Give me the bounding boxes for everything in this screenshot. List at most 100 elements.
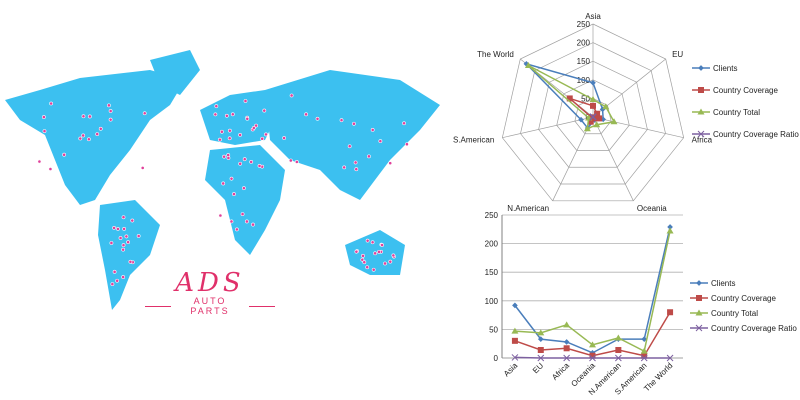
map-dot	[115, 278, 120, 283]
logo-brand: ADS	[175, 268, 245, 298]
line-point	[667, 224, 673, 230]
y-tick-label: 200	[485, 240, 499, 249]
radar-axis-label: Africa	[692, 136, 713, 145]
radar-point	[587, 118, 594, 125]
map-dot	[222, 154, 226, 159]
line-point	[589, 354, 596, 362]
map-dot	[226, 153, 231, 157]
map-dot	[118, 236, 123, 240]
map-dot	[108, 117, 113, 122]
legend-marker	[698, 87, 704, 93]
x-tick-label: Asia	[502, 361, 520, 379]
radar-axis-label: N.American	[507, 204, 549, 213]
map-dot	[254, 123, 259, 128]
map-dot	[48, 167, 53, 171]
map-dot	[245, 116, 250, 121]
map-dot	[121, 243, 126, 248]
radar-point	[602, 103, 610, 110]
line-point	[563, 339, 570, 345]
legend-label-0: Clients	[713, 64, 737, 73]
radar-chart: Asia EU Africa Oceania N.American S.American T…	[453, 12, 799, 213]
radar-axis-label: Asia	[585, 12, 601, 21]
map-dot	[294, 160, 299, 164]
radar-series-2	[527, 64, 616, 130]
line-point	[589, 341, 596, 348]
greenland	[150, 50, 200, 95]
map-dot	[257, 164, 262, 168]
map-dot	[288, 158, 293, 163]
map-dot	[362, 260, 367, 265]
line-point	[641, 336, 648, 342]
legend-marker	[695, 309, 703, 316]
map-dot	[238, 132, 242, 137]
africa	[205, 145, 285, 255]
map-dot	[304, 112, 308, 117]
map-dot	[42, 129, 47, 133]
map-dot	[213, 112, 218, 117]
map-dot	[378, 139, 383, 144]
radar-grid-ring	[520, 42, 666, 185]
map-dot	[86, 137, 91, 142]
line-point	[666, 227, 674, 234]
legend-label-0: Clients	[711, 279, 735, 288]
radar-axis-label: Oceania	[637, 204, 667, 213]
line-point	[511, 354, 519, 361]
map-dot	[249, 160, 254, 164]
radar-point	[566, 95, 573, 102]
map-dot	[87, 114, 92, 119]
radar-spoke	[502, 116, 594, 139]
logo-tagline: AUTO PARTS	[190, 296, 230, 316]
line-point	[614, 334, 622, 341]
map-dot	[41, 115, 46, 119]
radar-axis-label: The World	[477, 50, 514, 59]
map-dot	[370, 240, 375, 245]
radar-axis-label: EU	[672, 50, 683, 59]
map-dot	[391, 253, 396, 258]
radar-point	[589, 113, 597, 121]
line-point	[615, 346, 622, 353]
radar-point	[590, 79, 596, 86]
radar-point	[583, 125, 591, 132]
map-dot	[136, 234, 141, 238]
map-dot	[81, 114, 86, 119]
europe	[200, 90, 280, 145]
line-point	[511, 337, 518, 344]
map-dot	[373, 251, 377, 256]
map-dot	[289, 93, 294, 98]
x-tick-label: EU	[531, 361, 545, 375]
map-dots	[37, 93, 409, 286]
line-point	[615, 354, 622, 362]
legend-marker	[696, 295, 702, 301]
y-tick-label: 250	[485, 211, 499, 220]
map-dot	[360, 257, 365, 262]
map-dot	[365, 238, 370, 243]
ads-logo: ADS AUTO PARTS	[145, 268, 276, 316]
map-dot	[128, 259, 133, 264]
line-point	[563, 345, 570, 352]
y-tick-label: 0	[494, 354, 499, 363]
radar-point	[596, 115, 603, 122]
legend-label-3: Country Coverage Ratio	[711, 324, 797, 333]
map-dot	[110, 282, 115, 286]
y-tick-label: 150	[485, 268, 499, 277]
radar-grid-ring	[556, 79, 630, 151]
legend-marker	[697, 108, 705, 115]
map-dot	[354, 167, 359, 172]
map-dot	[95, 132, 100, 137]
legend-marker	[695, 324, 703, 332]
map-dot	[121, 275, 126, 279]
map-dot	[78, 136, 83, 141]
map-dot	[106, 103, 111, 108]
map-dot	[81, 133, 86, 138]
radar-point	[594, 110, 601, 117]
map-dot	[370, 128, 375, 132]
line-point	[537, 329, 545, 336]
line-point	[563, 354, 570, 362]
radar-point	[589, 96, 597, 103]
map-dot	[388, 161, 393, 166]
map-dot	[353, 160, 358, 165]
map-dot	[112, 269, 117, 274]
map-dot	[251, 126, 256, 130]
